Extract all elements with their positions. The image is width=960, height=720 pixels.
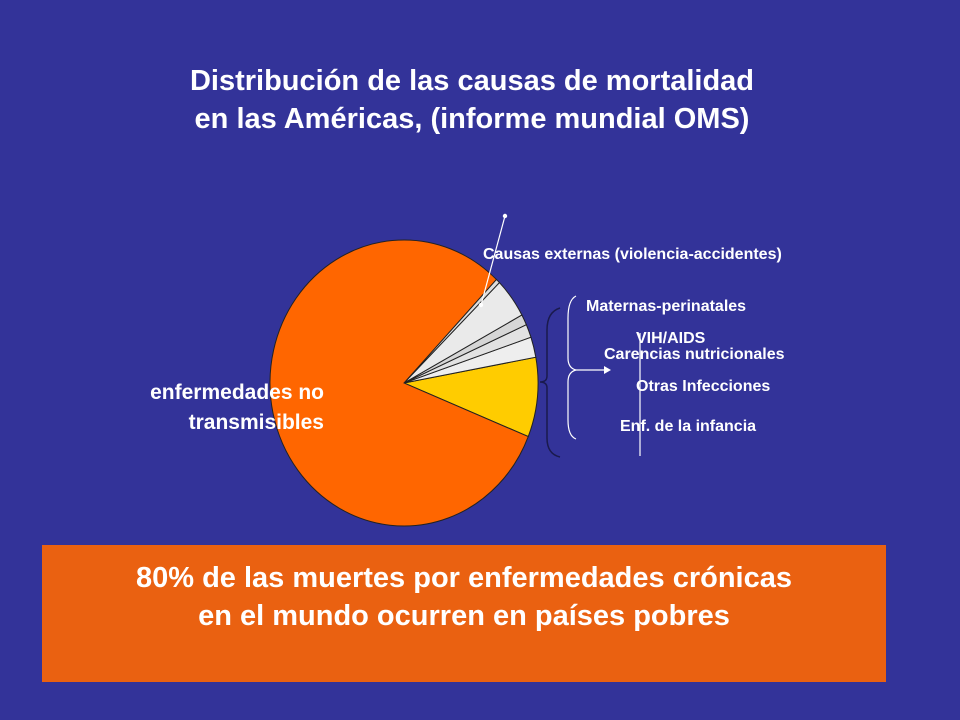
callout-box: 80% de las muertes por enfermedades crón… bbox=[42, 545, 886, 682]
title-line-1: Distribución de las causas de mortalidad bbox=[189, 65, 755, 97]
callout-text: 80% de las muertes por enfermedades crón… bbox=[42, 559, 886, 635]
label-carencias: Carencias nutricionales bbox=[604, 346, 785, 363]
label-maternas: Maternas-perinatales bbox=[586, 298, 747, 315]
pie-slice-0 bbox=[402, 356, 539, 438]
label-causas-externas: Causas externas (violencia-accidentes) bbox=[483, 246, 782, 263]
label-infancia: Enf. de la infancia bbox=[620, 418, 757, 435]
leader-line-external bbox=[480, 215, 506, 306]
pie-slices bbox=[269, 239, 539, 527]
label-no-transmisibles-line-1: enfermedades no bbox=[150, 381, 324, 404]
leader-dot-bottom bbox=[478, 302, 484, 308]
callout-line-2: en el mundo ocurren en países pobres bbox=[198, 600, 730, 632]
label-no-transmisibles: enfermedades no transmisibles bbox=[150, 378, 324, 438]
label-otras-infecciones: Otras Infecciones bbox=[636, 378, 771, 395]
label-vih: VIH/AIDS bbox=[636, 330, 706, 347]
title-line-2: en las Américas, (informe mundial OMS) bbox=[194, 103, 750, 135]
group-brace-inner bbox=[567, 295, 577, 440]
label-no-transmisibles-line-2: transmisibles bbox=[188, 411, 324, 434]
page-title: Distribución de las causas de mortalidad… bbox=[0, 62, 944, 138]
group-brace-outer bbox=[539, 307, 561, 458]
arrow-head bbox=[604, 366, 611, 374]
callout-line-1: 80% de las muertes por enfermedades crón… bbox=[135, 562, 792, 594]
leader-dot-top bbox=[502, 213, 508, 219]
pie-slice-6 bbox=[269, 239, 529, 527]
